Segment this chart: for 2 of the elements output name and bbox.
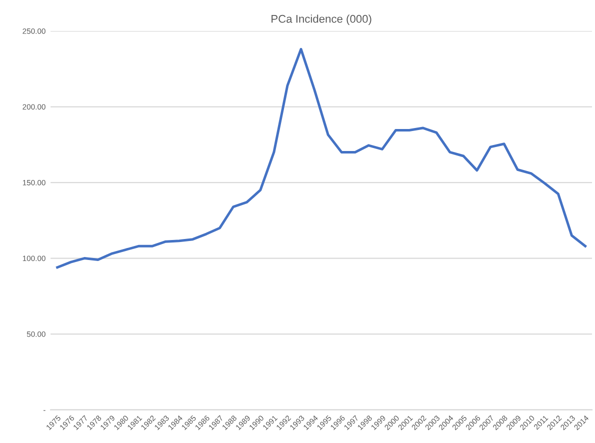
line-series	[56, 48, 587, 269]
chart-title: PCa Incidence (000)	[272, 14, 372, 25]
